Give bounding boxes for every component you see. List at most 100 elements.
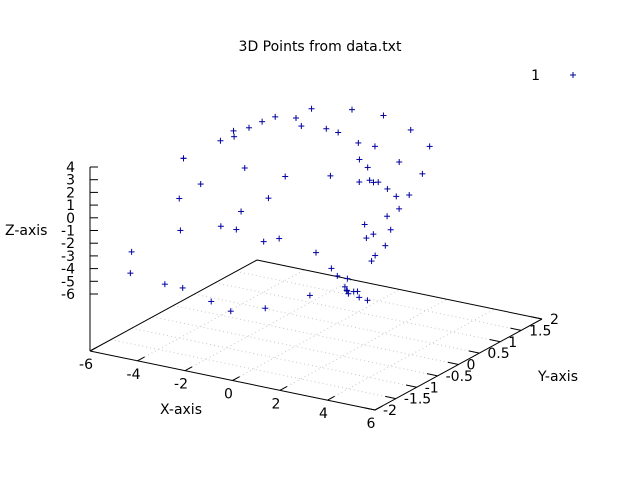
data-point [208, 298, 215, 305]
z-tick-label: 4 [66, 160, 75, 176]
x-tick-mark [184, 366, 193, 372]
data-point [323, 125, 330, 132]
data-point [396, 205, 403, 212]
y-tick-label: -2 [383, 403, 397, 419]
y-tick-mark [447, 361, 459, 365]
data-point [384, 185, 391, 192]
data-point [387, 226, 394, 233]
grid-line-x [184, 279, 353, 372]
y-tick-label: 1 [508, 335, 517, 351]
data-point [419, 170, 426, 177]
data-point [259, 118, 266, 125]
data-point [341, 283, 348, 290]
grid-line-y [215, 282, 501, 343]
x-tick-label: 4 [319, 406, 328, 422]
data-point [128, 248, 135, 255]
data-point [370, 231, 377, 238]
x-tick-mark [232, 376, 240, 381]
y-tick-mark [405, 384, 417, 388]
legend-marker [570, 72, 576, 78]
data-point [306, 292, 313, 299]
data-point [406, 192, 413, 199]
y-tick-mark [468, 350, 480, 354]
data-point [335, 129, 342, 136]
z-tick-label: 0 [66, 211, 75, 227]
floor-left-edge [89, 259, 258, 352]
z-tick-label: -3 [61, 249, 75, 265]
x-tick-label: 0 [224, 387, 233, 403]
data-point [364, 164, 371, 171]
data-point [177, 227, 184, 234]
x-tick-label: -2 [174, 377, 188, 393]
z-tick-label: 2 [66, 185, 75, 201]
y-tick-mark [364, 407, 376, 411]
data-point [407, 126, 414, 133]
z-tick-label: -5 [61, 274, 75, 290]
data-point [396, 159, 403, 166]
data-point [197, 181, 204, 188]
y-tick-mark [385, 395, 396, 400]
data-point [233, 226, 240, 233]
data-point [231, 133, 238, 140]
data-point [217, 223, 224, 230]
data-point [230, 127, 237, 134]
data-point [356, 156, 363, 163]
data-point [384, 213, 391, 220]
data-point [327, 172, 334, 179]
z-tick-label: 1 [66, 198, 75, 214]
chart-title: 3D Points from data.txt [239, 39, 402, 55]
x-tick-mark [374, 405, 383, 411]
data-point [334, 272, 341, 279]
data-point [382, 242, 389, 249]
data-point [217, 137, 224, 144]
z-tick-label: 3 [66, 173, 75, 189]
x-tick-label: -6 [79, 357, 93, 373]
y-tick-label: 0 [467, 358, 476, 374]
data-point [355, 139, 362, 146]
data-point [276, 235, 283, 242]
data-points [127, 105, 433, 315]
y-tick-label: -0.5 [446, 369, 473, 385]
legend: 1 [531, 68, 576, 84]
data-point [344, 287, 351, 294]
grid-line-y [152, 316, 438, 377]
z-tick-label: -4 [61, 262, 75, 278]
grid-line-y [131, 327, 417, 388]
floor-grid [89, 259, 543, 411]
data-point [161, 281, 168, 288]
data-point [265, 195, 272, 202]
data-point [364, 297, 371, 304]
data-point [370, 179, 377, 186]
data-point [343, 287, 350, 294]
data-point [366, 177, 373, 184]
z-tick-label: -1 [61, 224, 75, 240]
data-point [293, 115, 299, 122]
data-point [298, 123, 305, 130]
data-point [361, 221, 368, 228]
y-tick-label: -1.5 [404, 392, 431, 408]
y-axis-ticks: -2 -1.5-1 -0.50 0.51 1.52 [364, 312, 559, 419]
data-point [272, 113, 279, 120]
data-point [179, 284, 186, 291]
data-point [368, 258, 375, 265]
data-point [180, 155, 187, 162]
data-point [176, 195, 183, 202]
floor-back-edge [256, 259, 543, 320]
data-point [380, 112, 387, 119]
data-point [328, 265, 335, 272]
y-tick-mark [489, 339, 501, 343]
data-point [241, 165, 248, 171]
data-point [356, 179, 363, 185]
z-axis-label: Z-axis [5, 223, 47, 239]
grid-line-y [194, 293, 480, 354]
y-tick-mark [510, 327, 522, 331]
data-point [344, 275, 351, 282]
y-axis-label: Y-axis [537, 369, 578, 385]
x-tick-label: 2 [272, 396, 281, 412]
y-tick-mark [426, 373, 438, 377]
y-tick-label: 0.5 [487, 346, 509, 362]
x-tick-mark [279, 386, 288, 391]
data-point [262, 305, 269, 312]
